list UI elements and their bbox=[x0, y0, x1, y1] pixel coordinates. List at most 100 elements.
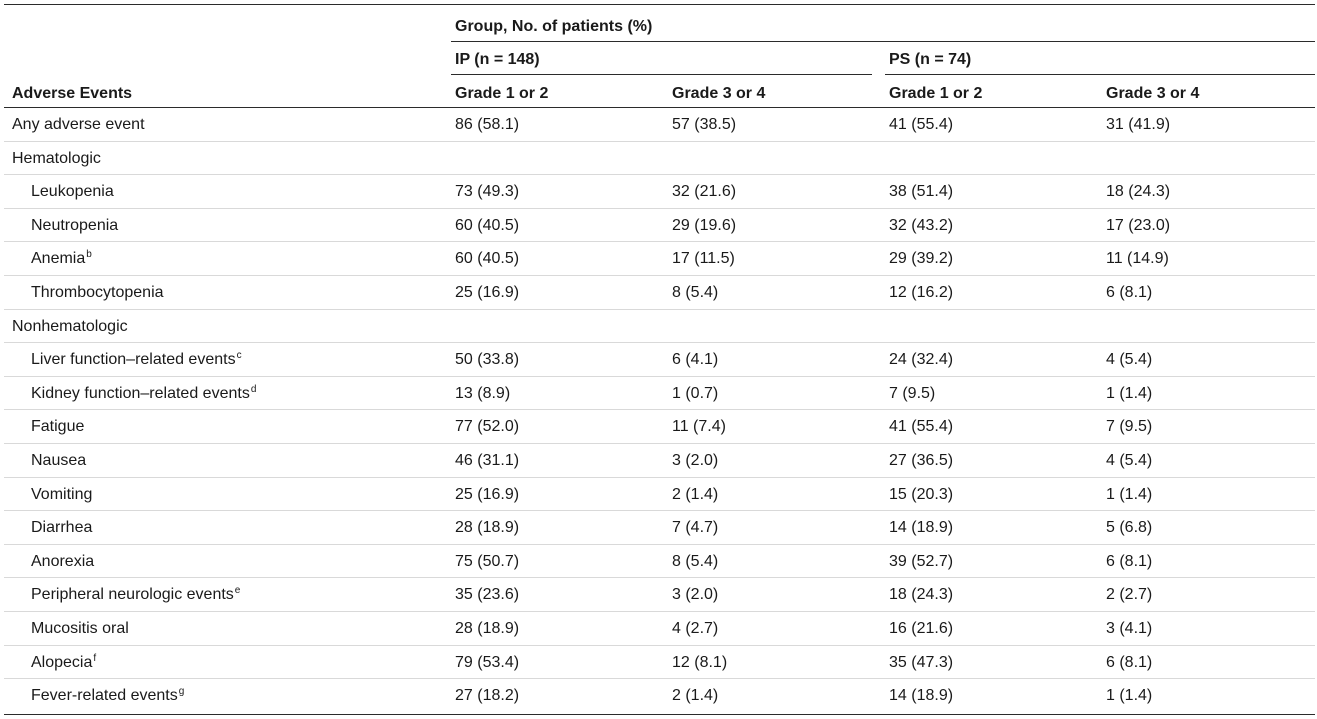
value-cell: 4 (5.4) bbox=[1106, 351, 1153, 369]
value-cell: 5 (6.8) bbox=[1106, 519, 1153, 537]
group-ip-rule bbox=[451, 74, 872, 75]
row-label-text: Thrombocytopenia bbox=[31, 283, 164, 301]
value-cell: 57 (38.5) bbox=[672, 116, 737, 133]
value-cell: 29 (19.6) bbox=[672, 216, 737, 234]
value-cell: 12 (16.2) bbox=[889, 283, 954, 301]
value-cell: 1 (1.4) bbox=[1106, 687, 1153, 705]
row-label: Nausea bbox=[31, 444, 86, 477]
value-cell: 41 (55.4) bbox=[889, 418, 954, 436]
table-row: Peripheral neurologic eventse 35 (23.6) 3 … bbox=[4, 578, 1315, 612]
row-label: Liver function–related eventsc bbox=[31, 343, 242, 376]
value-cell: 1 (1.4) bbox=[1106, 485, 1153, 503]
table-row: Fatigue 77 (52.0) 11 (7.4) 41 (55.4) 7 (9.5) bbox=[4, 410, 1315, 444]
row-label: Vomiting bbox=[31, 478, 92, 511]
value-cell: 25 (16.9) bbox=[455, 283, 520, 301]
table-top-rule bbox=[4, 4, 1315, 5]
footnote-marker: c bbox=[236, 350, 242, 362]
table-row: Anemiab 60 (40.5) 17 (11.5) 29 (39.2) 11 (14… bbox=[4, 242, 1315, 276]
value-cell: 3 (4.1) bbox=[1106, 619, 1153, 637]
footnote-marker: g bbox=[178, 686, 185, 698]
row-label: Any adverse event bbox=[12, 108, 145, 141]
table-row: Fever-related eventsg 27 (18.2) 2 (1.4) 14 … bbox=[4, 679, 1315, 713]
footnote-marker: d bbox=[250, 383, 257, 395]
value-cell: 11 (7.4) bbox=[672, 418, 726, 436]
row-label-text: Anemia bbox=[31, 250, 86, 268]
table-row: Hematologic bbox=[4, 142, 1315, 176]
value-cell: 13 (8.9) bbox=[455, 384, 511, 402]
value-cell: 8 (5.4) bbox=[672, 552, 719, 570]
row-label-text: Kidney function–related events bbox=[31, 384, 250, 402]
value-cell: 7 (9.5) bbox=[889, 384, 936, 402]
value-cell: 60 (40.5) bbox=[455, 216, 520, 234]
footnote-marker: b bbox=[86, 249, 92, 261]
value-cell: 12 (8.1) bbox=[672, 653, 728, 671]
value-cell: 38 (51.4) bbox=[889, 183, 954, 201]
row-label-text: Mucositis oral bbox=[31, 619, 129, 637]
table-row: Nausea 46 (31.1) 3 (2.0) 27 (36.5) 4 (5.4) bbox=[4, 444, 1315, 478]
row-label: Alopeciaf bbox=[31, 646, 96, 679]
row-label-text: Liver function–related events bbox=[31, 351, 236, 369]
row-label-text: Anorexia bbox=[31, 552, 95, 570]
grade-header-ip-1-2: Grade 1 or 2 bbox=[455, 85, 549, 102]
group-header-rule bbox=[451, 41, 1315, 42]
value-cell: 28 (18.9) bbox=[455, 619, 520, 637]
value-cell: 27 (36.5) bbox=[889, 451, 954, 469]
row-label-text: Diarrhea bbox=[31, 519, 93, 537]
row-label-text: Peripheral neurologic events bbox=[31, 586, 234, 604]
grade-header-ps-3-4: Grade 3 or 4 bbox=[1106, 85, 1200, 102]
row-label: Peripheral neurologic eventse bbox=[31, 578, 240, 611]
footnote-marker: f bbox=[93, 652, 97, 664]
value-cell: 7 (9.5) bbox=[1106, 418, 1153, 436]
value-cell: 1 (1.4) bbox=[1106, 384, 1153, 402]
table-row: Any adverse event 86 (58.1) 57 (38.5) 41 (5… bbox=[4, 108, 1315, 142]
table-row: Diarrhea 28 (18.9) 7 (4.7) 14 (18.9) 5 (6.8) bbox=[4, 511, 1315, 545]
value-cell: 29 (39.2) bbox=[889, 250, 954, 268]
table-row: Thrombocytopenia 25 (16.9) 8 (5.4) 12 (16.2… bbox=[4, 276, 1315, 310]
row-label: Mucositis oral bbox=[31, 612, 129, 645]
grade-header-ps-1-2: Grade 1 or 2 bbox=[889, 85, 983, 102]
row-label-text: Any adverse event bbox=[12, 116, 145, 133]
table-row: Neutropenia 60 (40.5) 29 (19.6) 32 (43.2) 17… bbox=[4, 209, 1315, 243]
group-header: Group, No. of patients (%) bbox=[455, 18, 653, 35]
row-label: Anemiab bbox=[31, 242, 92, 275]
row-label: Leukopenia bbox=[31, 175, 114, 208]
row-label: Neutropenia bbox=[31, 209, 118, 242]
value-cell: 14 (18.9) bbox=[889, 687, 954, 705]
value-cell: 73 (49.3) bbox=[455, 183, 520, 201]
value-cell: 1 (0.7) bbox=[672, 384, 719, 402]
value-cell: 31 (41.9) bbox=[1106, 116, 1171, 133]
stub-header: Adverse Events bbox=[12, 85, 133, 102]
value-cell: 35 (23.6) bbox=[455, 586, 520, 604]
value-cell: 14 (18.9) bbox=[889, 519, 954, 537]
value-cell: 86 (58.1) bbox=[455, 116, 520, 133]
row-label-text: Fatigue bbox=[31, 418, 85, 436]
value-cell: 4 (5.4) bbox=[1106, 451, 1153, 469]
footnote-marker: e bbox=[234, 585, 241, 597]
group-ps-header: PS (n = 74) bbox=[889, 51, 972, 68]
row-label-text: Neutropenia bbox=[31, 216, 119, 234]
value-cell: 77 (52.0) bbox=[455, 418, 520, 436]
value-cell: 35 (47.3) bbox=[889, 653, 954, 671]
value-cell: 6 (8.1) bbox=[1106, 552, 1153, 570]
value-cell: 8 (5.4) bbox=[672, 283, 719, 301]
header-bottom-rule bbox=[4, 107, 1315, 108]
row-label: Hematologic bbox=[12, 142, 101, 175]
row-label-text: Nausea bbox=[31, 451, 87, 469]
table-row: Mucositis oral 28 (18.9) 4 (2.7) 16 (21.6) 3… bbox=[4, 612, 1315, 646]
value-cell: 2 (1.4) bbox=[672, 485, 719, 503]
table-row: Alopeciaf 79 (53.4) 12 (8.1) 35 (47.3) 6 (8.… bbox=[4, 646, 1315, 680]
row-label: Kidney function–related eventsd bbox=[31, 377, 256, 410]
group-ps-rule bbox=[885, 74, 1315, 75]
value-cell: 3 (2.0) bbox=[672, 451, 719, 469]
table-row: Vomiting 25 (16.9) 2 (1.4) 15 (20.3) 1 (1.4) bbox=[4, 478, 1315, 512]
row-label-text: Hematologic bbox=[12, 149, 101, 167]
row-label: Diarrhea bbox=[31, 511, 92, 544]
grade-header-ip-3-4: Grade 3 or 4 bbox=[672, 85, 766, 102]
value-cell: 60 (40.5) bbox=[455, 250, 520, 268]
value-cell: 32 (21.6) bbox=[672, 183, 737, 201]
value-cell: 79 (53.4) bbox=[455, 653, 520, 671]
row-label-text: Nonhematologic bbox=[12, 317, 128, 335]
table-row: Liver function–related eventsc 50 (33.8) 6… bbox=[4, 343, 1315, 377]
value-cell: 50 (33.8) bbox=[455, 351, 520, 369]
value-cell: 2 (1.4) bbox=[672, 687, 719, 705]
